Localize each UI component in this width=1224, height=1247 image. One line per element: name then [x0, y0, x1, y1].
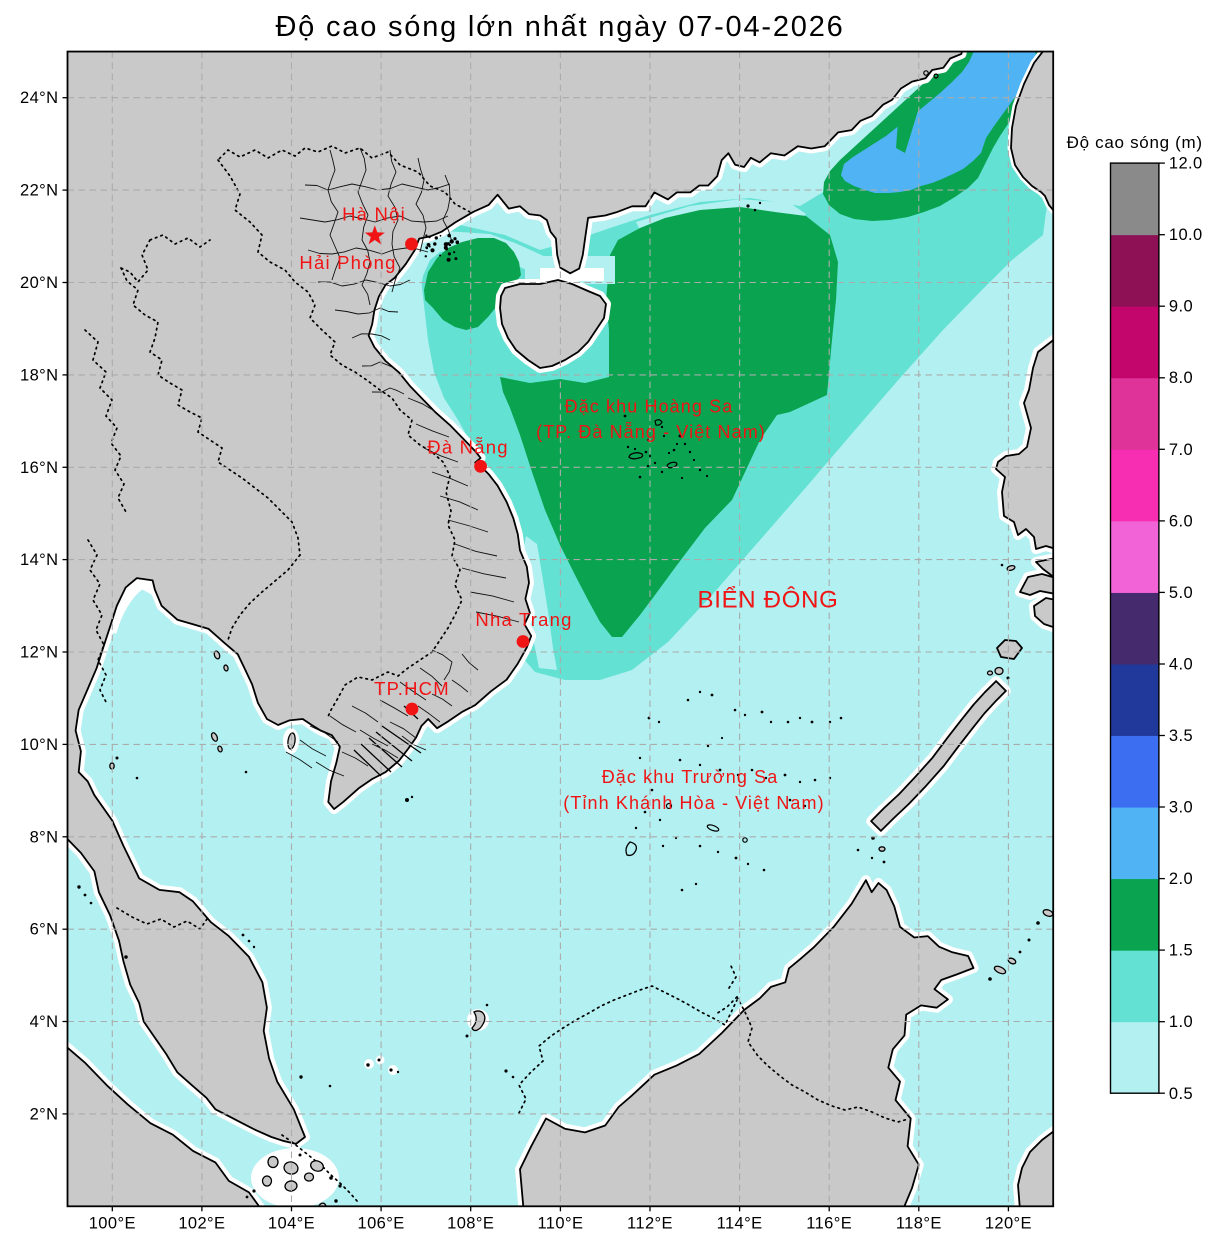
- svg-text:108°E: 108°E: [447, 1214, 494, 1232]
- svg-text:112°E: 112°E: [627, 1214, 673, 1232]
- svg-text:1.5: 1.5: [1169, 942, 1193, 960]
- svg-text:114°E: 114°E: [717, 1214, 763, 1232]
- svg-text:TP.HCM: TP.HCM: [374, 678, 450, 699]
- svg-text:104°E: 104°E: [268, 1214, 315, 1232]
- svg-text:10.0: 10.0: [1169, 226, 1203, 244]
- svg-text:4.0: 4.0: [1169, 656, 1193, 674]
- svg-text:16°N: 16°N: [20, 459, 58, 477]
- svg-text:6°N: 6°N: [30, 921, 59, 939]
- svg-text:8.0: 8.0: [1169, 369, 1193, 387]
- svg-text:10°N: 10°N: [20, 736, 58, 754]
- svg-text:1.0: 1.0: [1169, 1013, 1193, 1031]
- svg-text:3.0: 3.0: [1169, 799, 1193, 817]
- svg-text:14°N: 14°N: [20, 551, 58, 569]
- svg-text:6.0: 6.0: [1169, 512, 1193, 530]
- svg-text:2°N: 2°N: [30, 1105, 59, 1123]
- svg-text:Độ cao sóng (m): Độ cao sóng (m): [1067, 133, 1203, 152]
- svg-text:BIỂN ĐÔNG: BIỂN ĐÔNG: [698, 586, 839, 614]
- svg-text:(Tỉnh Khánh Hòa - Việt Nam): (Tỉnh Khánh Hòa - Việt Nam): [563, 793, 824, 813]
- svg-text:(TP. Đà Nẵng - Việt Nam): (TP. Đà Nẵng - Việt Nam): [536, 422, 766, 442]
- svg-text:118°E: 118°E: [896, 1214, 942, 1232]
- svg-text:24°N: 24°N: [20, 89, 58, 107]
- svg-text:Đặc khu Hoàng Sa: Đặc khu Hoàng Sa: [565, 397, 734, 417]
- svg-text:7.0: 7.0: [1169, 441, 1193, 459]
- svg-text:9.0: 9.0: [1169, 298, 1193, 316]
- svg-text:5.0: 5.0: [1169, 584, 1193, 602]
- svg-text:8°N: 8°N: [30, 828, 59, 846]
- svg-text:102°E: 102°E: [178, 1214, 225, 1232]
- svg-text:110°E: 110°E: [537, 1214, 583, 1232]
- svg-text:12.0: 12.0: [1169, 155, 1203, 173]
- svg-text:4°N: 4°N: [30, 1013, 59, 1031]
- svg-text:Nha Trang: Nha Trang: [475, 609, 572, 630]
- svg-text:Đặc khu Trường Sa: Đặc khu Trường Sa: [602, 767, 779, 787]
- svg-text:3.5: 3.5: [1169, 727, 1193, 745]
- svg-text:Đà Nẵng: Đà Nẵng: [427, 437, 508, 458]
- svg-text:20°N: 20°N: [20, 274, 58, 292]
- svg-text:Hải Phòng: Hải Phòng: [299, 252, 396, 273]
- svg-text:0.5: 0.5: [1169, 1085, 1193, 1103]
- svg-text:2.0: 2.0: [1169, 870, 1193, 888]
- svg-text:Độ cao sóng lớn nhất ngày 07-0: Độ cao sóng lớn nhất ngày 07-04-2026: [275, 11, 844, 43]
- svg-text:Hà Nội: Hà Nội: [342, 204, 406, 225]
- svg-text:120°E: 120°E: [985, 1214, 1032, 1232]
- svg-text:100°E: 100°E: [89, 1214, 136, 1232]
- svg-text:12°N: 12°N: [20, 644, 58, 662]
- svg-text:116°E: 116°E: [806, 1214, 852, 1232]
- svg-text:106°E: 106°E: [358, 1214, 405, 1232]
- svg-text:18°N: 18°N: [20, 366, 58, 384]
- svg-text:22°N: 22°N: [20, 182, 58, 200]
